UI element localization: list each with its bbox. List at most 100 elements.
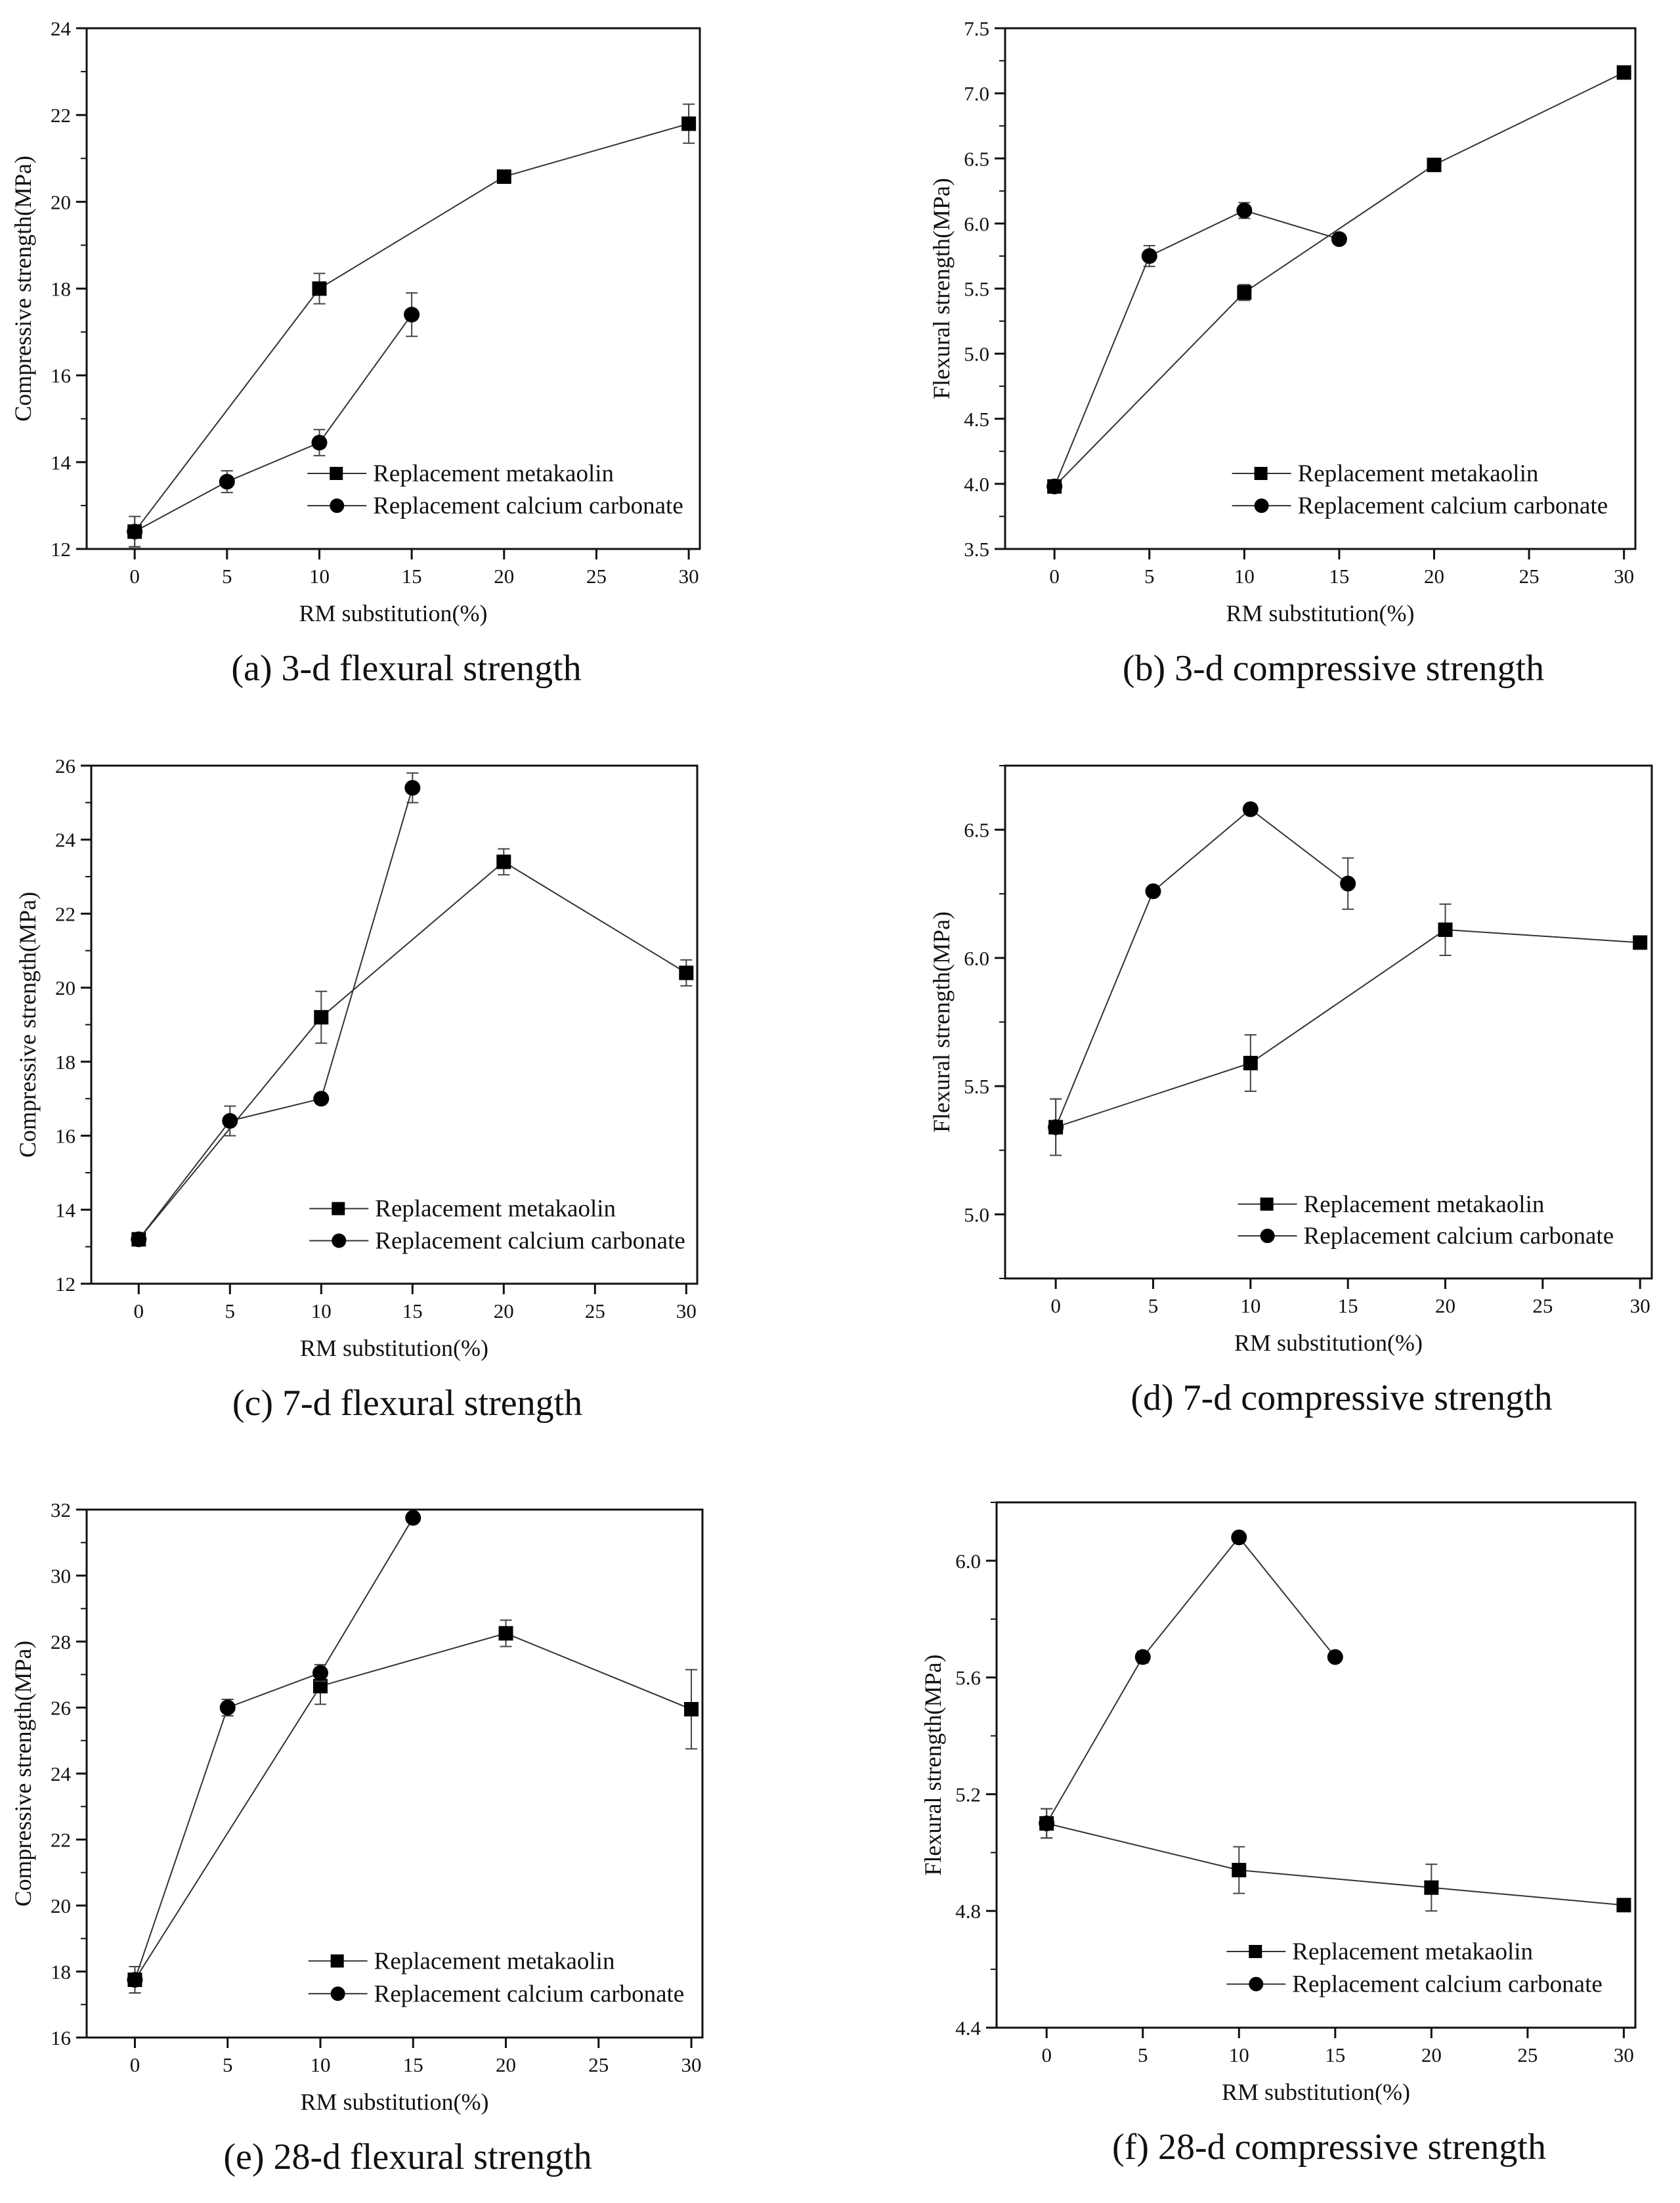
y-tick-label: 5.0 (964, 343, 989, 366)
x-tick-label: 10 (1234, 565, 1255, 588)
y-tick-label: 12 (51, 538, 71, 561)
y-tick-label: 5.6 (955, 1667, 981, 1690)
legend-marker-circle (1254, 498, 1269, 513)
legend-label: Replacement metakaolin (374, 1948, 615, 1974)
legend-marker-square (1254, 467, 1268, 481)
x-tick-label: 15 (1325, 2043, 1345, 2066)
legend-label: Replacement calcium carbonate (375, 1228, 685, 1255)
y-tick-label: 26 (51, 1697, 71, 1720)
legend-label: Replacement calcium carbonate (374, 1980, 685, 2007)
chart-panel-a: 0 5 10 15 20 25 30 12 14 16 18 20 22 24 RM substitutio… (10, 17, 701, 689)
x-tick-label: 25 (1519, 565, 1540, 588)
y-tick-label: 26 (55, 754, 75, 777)
y-tick-label: 16 (51, 364, 71, 387)
series-line (1046, 1536, 1336, 1824)
y-tick-label: 16 (51, 2026, 71, 2049)
y-tick-label: 4.5 (964, 408, 989, 431)
data-point-square (312, 1678, 328, 1693)
x-tick-label: 25 (585, 1299, 605, 1322)
y-tick-label: 6.5 (964, 147, 989, 170)
y-axis-label: Flexural strength(MPa) (928, 178, 955, 399)
panel-caption: (f) 28-d compressive strength (1112, 2127, 1546, 2168)
y-tick-label: 18 (55, 1051, 75, 1074)
y-tick-label: 3.5 (964, 538, 989, 561)
series-line (138, 861, 687, 1240)
y-tick-label: 7.5 (964, 17, 989, 40)
x-tick-label: 20 (494, 565, 514, 588)
legend-marker-circle (332, 1233, 347, 1248)
y-tick-label: 22 (51, 104, 71, 127)
x-axis-label: RM substitution(%) (299, 600, 487, 626)
y-tick-label: 24 (51, 1762, 72, 1785)
data-point-square (498, 1626, 513, 1641)
panel-caption: (b) 3-d compressive strength (1123, 648, 1544, 689)
x-tick-label: 5 (223, 2053, 233, 2076)
y-tick-label: 4.4 (955, 2017, 981, 2039)
y-tick-label: 20 (51, 1894, 71, 1917)
x-tick-label: 0 (1049, 565, 1060, 588)
series-metakaolin: Replacement metakaolin (127, 1619, 699, 1994)
legend-label: Replacement metakaolin (1298, 460, 1539, 487)
series-metakaolin: Replacement metakaolin (1047, 65, 1631, 494)
data-point-circle (312, 1665, 328, 1681)
y-tick-label: 4.0 (964, 473, 989, 496)
data-point-circle (1327, 1649, 1343, 1665)
data-point-square (496, 169, 511, 185)
data-point-circle (219, 1699, 236, 1716)
series-line (134, 1517, 414, 1980)
legend-marker-circle (1260, 1229, 1275, 1244)
data-point-square (314, 1010, 329, 1025)
x-axis-label: RM substitution(%) (1222, 2079, 1410, 2105)
chart-panel-b: 0 5 10 15 20 25 30 3.5 4.0 4.5 5.0 5.5 6.0 6.5 7.0 7.5 R… (928, 17, 1637, 689)
y-tick-label: 22 (55, 902, 75, 925)
y-tick-label: 28 (51, 1630, 71, 1653)
series-calcium-carbonate: Replacement calcium carbonate (1039, 1529, 1603, 1998)
legend-marker-circle (330, 498, 345, 513)
legend-label: Replacement calcium carbonate (1304, 1223, 1614, 1250)
data-point-circle (219, 473, 235, 490)
data-point-square (679, 965, 694, 980)
series-metakaolin: Replacement metakaolin (1039, 1808, 1631, 1965)
series-calcium-carbonate: Replacement calcium carbonate (1046, 202, 1608, 519)
data-point-square (1438, 922, 1453, 937)
panel-caption: (d) 7-d compressive strength (1131, 1378, 1552, 1418)
x-tick-label: 30 (1614, 2043, 1634, 2066)
y-tick-label: 32 (51, 1498, 71, 1521)
y-tick-label: 4.8 (955, 1900, 981, 1923)
y-tick-label: 14 (55, 1198, 76, 1221)
x-tick-label: 5 (222, 565, 232, 588)
y-tick-label: 18 (51, 278, 71, 301)
plot-frame (995, 1501, 1637, 2029)
x-tick-label: 0 (129, 565, 140, 588)
x-tick-label: 30 (681, 2053, 702, 2076)
y-tick-label: 18 (51, 1961, 71, 1984)
x-tick-label: 15 (402, 565, 422, 588)
legend-label: Replacement metakaolin (1304, 1191, 1545, 1218)
data-point-square (1424, 1880, 1439, 1895)
y-tick-label: 6.0 (955, 1550, 981, 1573)
x-axis-label: RM substitution(%) (1226, 600, 1414, 626)
y-tick-label: 6.0 (964, 947, 989, 970)
series-line (134, 123, 689, 533)
series-line (134, 314, 412, 533)
data-point-circle (1134, 1649, 1151, 1665)
data-point-circle (404, 307, 420, 323)
x-tick-label: 0 (1041, 2043, 1052, 2066)
x-tick-label: 25 (1532, 1294, 1553, 1317)
x-tick-label: 30 (676, 1299, 697, 1322)
data-point-circle (127, 523, 143, 540)
chart-panel-c: 0 5 10 15 20 25 30 12 14 16 18 20 22 24 26 RM substitut… (14, 754, 699, 1424)
data-point-square (312, 281, 327, 296)
legend-label: Replacement metakaolin (375, 1196, 616, 1223)
legend-label: Replacement calcium carbonate (1292, 1971, 1603, 1998)
x-tick-label: 25 (1517, 2043, 1538, 2066)
y-tick-label: 5.5 (964, 1075, 989, 1098)
y-tick-label: 5.2 (955, 1783, 981, 1806)
series-line (138, 787, 414, 1240)
series-metakaolin: Replacement metakaolin (1048, 903, 1648, 1218)
x-tick-label: 5 (1144, 565, 1155, 588)
y-tick-label: 5.5 (964, 278, 989, 301)
data-point-square (1616, 1898, 1631, 1913)
data-point-circle (222, 1113, 238, 1129)
